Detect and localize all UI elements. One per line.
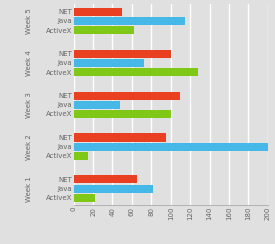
Text: Week 1: Week 1 <box>26 176 32 202</box>
Bar <box>74 185 153 193</box>
Text: Week 5: Week 5 <box>26 8 32 34</box>
Bar <box>74 152 88 160</box>
Bar <box>74 143 268 151</box>
Bar <box>74 17 185 25</box>
Bar <box>74 8 122 16</box>
Bar <box>74 175 137 183</box>
Bar <box>74 194 95 202</box>
Bar <box>74 110 171 118</box>
Bar <box>74 133 166 142</box>
Bar <box>74 68 198 76</box>
Bar <box>74 59 144 67</box>
Bar <box>74 92 180 100</box>
Bar <box>74 26 134 34</box>
Text: Week 4: Week 4 <box>26 50 32 76</box>
Bar <box>74 101 120 109</box>
Text: Week 3: Week 3 <box>26 92 32 118</box>
Text: Week 2: Week 2 <box>26 134 32 160</box>
Bar <box>74 50 171 58</box>
